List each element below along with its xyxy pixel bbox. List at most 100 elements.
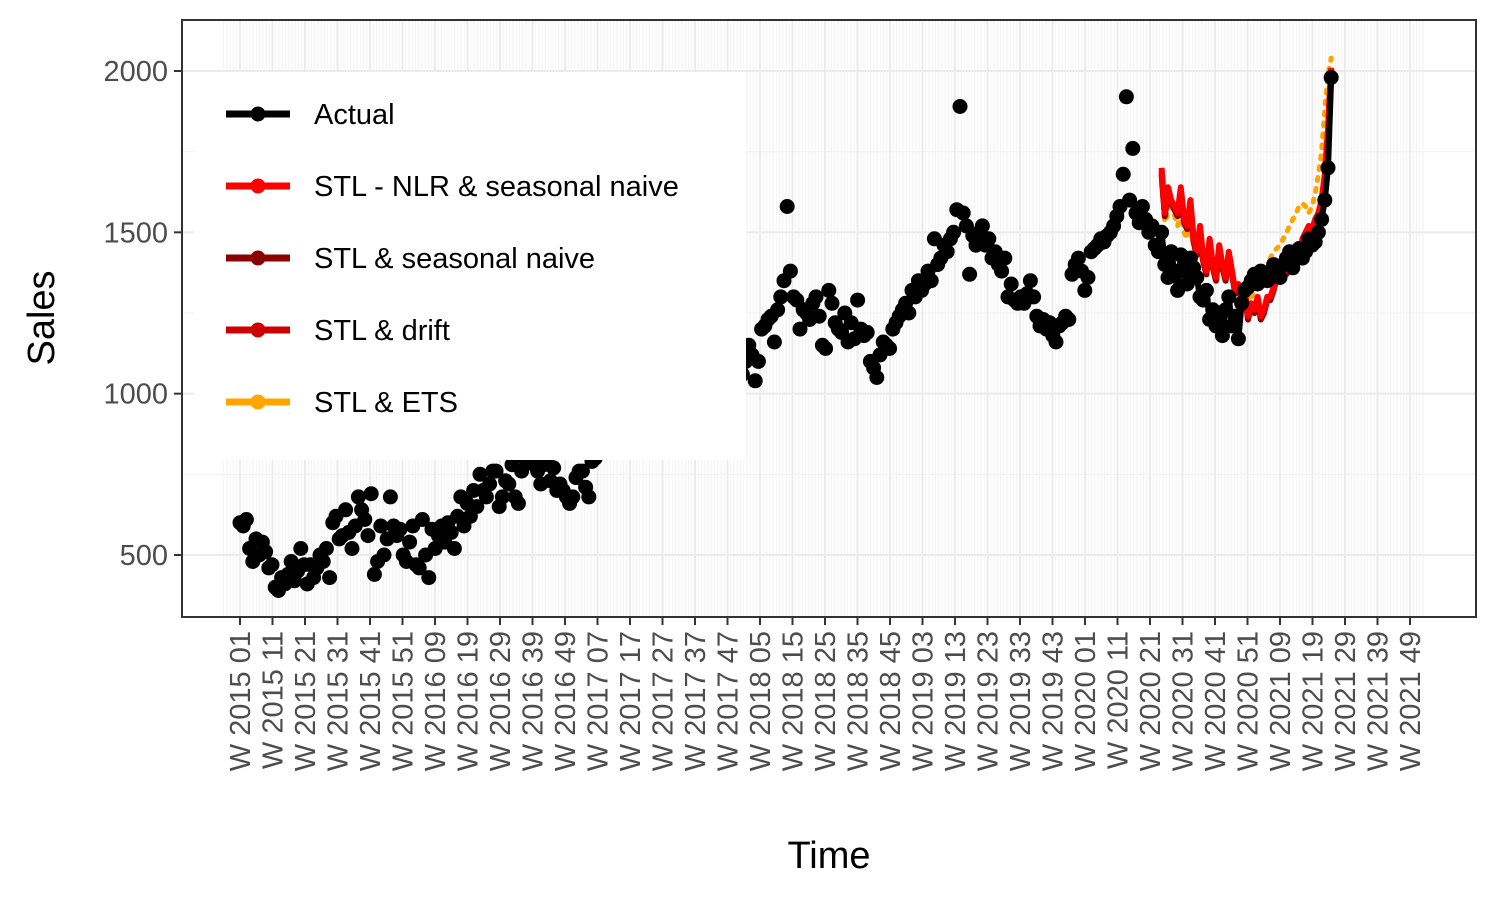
x-tick-label: W 2021 39 [1363, 631, 1395, 771]
x-tick-label: W 2021 09 [1265, 631, 1297, 771]
actual-point [901, 305, 917, 321]
actual-point [293, 541, 309, 556]
x-tick-label: W 2019 43 [1038, 631, 1070, 771]
x-tick-label: W 2016 19 [453, 631, 485, 771]
actual-point [747, 373, 763, 389]
actual-point [360, 528, 376, 544]
actual-point [363, 486, 379, 502]
actual-point [766, 334, 782, 350]
actual-point [750, 353, 766, 369]
actual-point [1285, 260, 1301, 276]
actual-point [824, 295, 840, 311]
actual-point [1003, 276, 1019, 292]
x-tick-label: W 2021 29 [1330, 631, 1362, 771]
actual-point [882, 341, 898, 356]
actual-point [974, 218, 990, 234]
x-tick-label: W 2018 15 [778, 631, 810, 771]
actual-point [779, 199, 795, 214]
actual-point [1118, 89, 1134, 105]
legend-label: Actual [314, 99, 395, 131]
y-tick-label: 500 [120, 540, 168, 572]
y-tick-label: 1500 [103, 217, 168, 249]
actual-point [1080, 270, 1096, 285]
legend-label: STL & ETS [314, 387, 458, 419]
x-tick-label: W 2017 47 [713, 631, 745, 771]
x-tick-label: W 2020 21 [1135, 631, 1167, 771]
x-tick-label: W 2018 35 [843, 631, 875, 771]
actual-point [869, 370, 885, 385]
actual-point [472, 466, 488, 482]
actual-point [981, 231, 997, 247]
actual-point [373, 518, 389, 534]
actual-point [565, 489, 581, 505]
actual-point [338, 502, 354, 518]
actual-point [1061, 312, 1077, 327]
actual-point [414, 512, 430, 527]
actual-point [1310, 224, 1326, 240]
x-tick-label: W 2017 37 [680, 631, 712, 771]
x-tick-label: W 2020 11 [1103, 631, 1135, 769]
actual-point [510, 495, 526, 511]
actual-point [1272, 270, 1288, 285]
actual-point [1070, 250, 1086, 266]
actual-point [1026, 289, 1042, 305]
actual-point [581, 489, 597, 505]
x-tick-label: W 2017 17 [615, 631, 647, 771]
actual-point [1077, 282, 1093, 298]
axis-ticks [174, 70, 1411, 625]
x-tick-label: W 2016 49 [550, 631, 582, 771]
x-tick-label: W 2019 13 [940, 631, 972, 771]
actual-point [258, 544, 274, 560]
actual-point [264, 557, 280, 573]
actual-point [357, 512, 373, 527]
actual-point [488, 463, 504, 479]
actual-point [574, 463, 590, 479]
actual-point [962, 266, 978, 282]
actual-point [1234, 295, 1250, 311]
x-tick-label: W 2015 01 [225, 631, 257, 771]
actual-point [322, 570, 338, 586]
actual-point [1125, 140, 1141, 156]
x-tick-label: W 2020 01 [1070, 631, 1102, 771]
actual-point [1115, 166, 1131, 182]
actual-point [952, 99, 968, 114]
x-tick-label: W 2018 25 [810, 631, 842, 771]
actual-point [350, 489, 366, 505]
actual-point [366, 566, 382, 582]
actual-point [446, 541, 462, 556]
actual-point [478, 489, 494, 505]
actual-point [1221, 289, 1237, 305]
x-tick-label: W 2019 33 [1005, 631, 1037, 771]
actual-point [1323, 70, 1339, 85]
x-tick-label: W 2015 41 [355, 631, 387, 771]
x-tick-label: W 2017 27 [648, 631, 680, 771]
y-axis-title: Sales [21, 270, 63, 365]
actual-point [392, 521, 408, 537]
x-tick-label: W 2020 51 [1233, 631, 1265, 771]
actual-point [318, 541, 334, 556]
x-tick-labels: W 2015 01 W 2015 11 W 2015 21 W 2015 31 W 20… [225, 631, 1427, 771]
x-tick-label: W 2021 19 [1298, 631, 1330, 771]
actual-point [1134, 199, 1150, 214]
y-tick-labels: 500 1000 1500 2000 [103, 56, 168, 572]
actual-point [1150, 244, 1166, 260]
x-tick-label: W 2019 03 [908, 631, 940, 771]
actual-point [376, 547, 392, 563]
actual-point [501, 476, 517, 492]
actual-point [808, 289, 824, 305]
actual-point [1227, 308, 1243, 324]
actual-point [1122, 192, 1138, 208]
actual-point [782, 263, 798, 279]
x-tick-label: W 2015 21 [290, 631, 322, 771]
x-tick-label: W 2017 07 [583, 631, 615, 771]
actual-point [469, 499, 485, 515]
actual-point [1154, 224, 1170, 240]
x-tick-label: W 2018 05 [745, 631, 777, 771]
actual-point [411, 560, 427, 576]
x-axis-title: Time [787, 835, 870, 877]
legend-label: STL & drift [314, 315, 450, 347]
actual-point [546, 460, 562, 476]
legend-label: STL - NLR & seasonal naive [314, 171, 679, 203]
actual-point [482, 476, 498, 492]
